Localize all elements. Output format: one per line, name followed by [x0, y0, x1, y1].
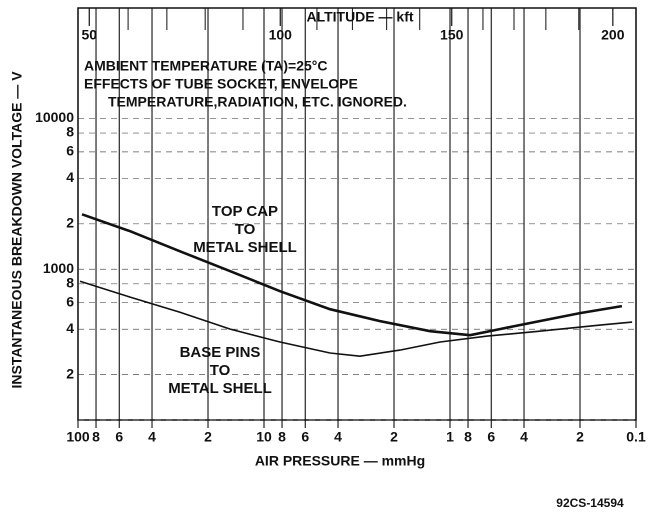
- y-tick-label: 6: [66, 293, 74, 309]
- y-tick-label: 1000: [43, 260, 74, 276]
- x-tick-label: 100: [66, 429, 90, 445]
- series-label: TO: [235, 221, 256, 238]
- x-tick-label: 6: [115, 429, 123, 445]
- x2-tick-label: 200: [601, 27, 625, 43]
- y-tick-label: 4: [66, 320, 74, 336]
- y-tick-label: 10000: [35, 109, 74, 125]
- x-tick-label: 0.1: [626, 429, 646, 445]
- x-tick-label: 1: [446, 429, 454, 445]
- series-label: TO: [210, 362, 231, 379]
- x-tick-label: 6: [301, 429, 309, 445]
- curve: [79, 280, 633, 358]
- x-tick-label: 4: [148, 429, 156, 445]
- y-tick-label: 2: [66, 215, 74, 231]
- series-label: TOP CAP: [212, 203, 278, 220]
- x-tick-label: 2: [204, 429, 212, 445]
- series-label: BASE PINS: [180, 344, 261, 361]
- y-tick-label: 2: [66, 365, 74, 381]
- x-tick-label: 4: [520, 429, 528, 445]
- y-tick-label: 8: [66, 275, 74, 291]
- curve: [81, 213, 623, 337]
- annotation: AMBIENT TEMPERATURE (TA)=25°C: [84, 58, 327, 74]
- x-tick-label: 8: [464, 429, 472, 445]
- x2-tick-label: 50: [81, 27, 97, 43]
- x-axis-title: AIR PRESSURE — mmHg: [255, 453, 425, 469]
- y-tick-label: 6: [66, 143, 74, 159]
- x-tick-label: 8: [92, 429, 100, 445]
- annotation: EFFECTS OF TUBE SOCKET, ENVELOPE: [84, 76, 358, 92]
- x2-axis-title: ALTITUDE — kft: [306, 9, 413, 25]
- figure-id: 92CS-14594: [556, 496, 624, 510]
- y-axis-title: INSTANTANEOUS BREAKDOWN VOLTAGE — V: [9, 71, 25, 389]
- series-label: METAL SHELL: [168, 380, 272, 397]
- x-tick-label: 4: [334, 429, 342, 445]
- x2-tick-label: 150: [440, 27, 464, 43]
- x-tick-label: 2: [390, 429, 398, 445]
- y-tick-label: 8: [66, 124, 74, 140]
- x-tick-label: 10: [256, 429, 272, 445]
- series-label: METAL SHELL: [193, 239, 297, 256]
- y-tick-label: 4: [66, 169, 74, 185]
- annotation: TEMPERATURE,RADIATION, ETC. IGNORED.: [108, 94, 407, 110]
- x-tick-label: 2: [576, 429, 584, 445]
- x-tick-label: 8: [278, 429, 286, 445]
- x-tick-label: 6: [487, 429, 495, 445]
- x2-tick-label: 100: [269, 27, 293, 43]
